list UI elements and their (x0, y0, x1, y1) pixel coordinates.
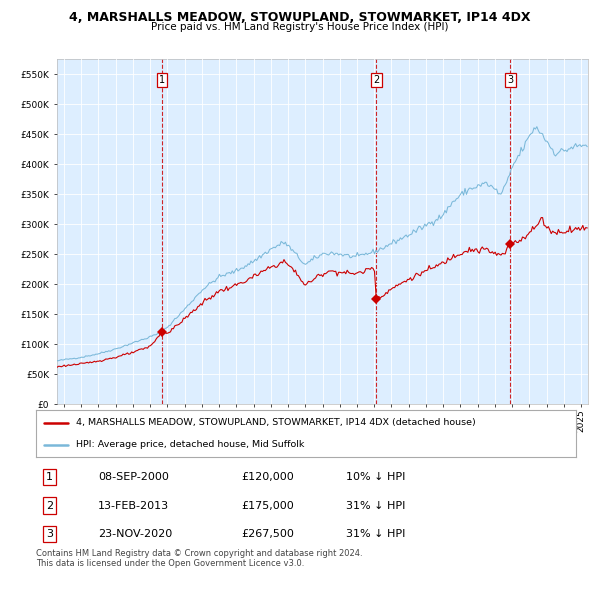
Text: Contains HM Land Registry data © Crown copyright and database right 2024.
This d: Contains HM Land Registry data © Crown c… (36, 549, 362, 568)
Text: 2: 2 (373, 75, 379, 85)
Text: 23-NOV-2020: 23-NOV-2020 (98, 529, 172, 539)
Text: £120,000: £120,000 (241, 473, 294, 482)
Text: 3: 3 (46, 529, 53, 539)
Text: 31% ↓ HPI: 31% ↓ HPI (347, 529, 406, 539)
Text: £175,000: £175,000 (241, 500, 294, 510)
Text: HPI: Average price, detached house, Mid Suffolk: HPI: Average price, detached house, Mid … (77, 440, 305, 449)
Text: 10% ↓ HPI: 10% ↓ HPI (347, 473, 406, 482)
Text: 4, MARSHALLS MEADOW, STOWUPLAND, STOWMARKET, IP14 4DX (detached house): 4, MARSHALLS MEADOW, STOWUPLAND, STOWMAR… (77, 418, 476, 427)
Text: 3: 3 (508, 75, 514, 85)
Text: £267,500: £267,500 (241, 529, 294, 539)
Text: 2: 2 (46, 500, 53, 510)
Text: 1: 1 (46, 473, 53, 482)
Text: 13-FEB-2013: 13-FEB-2013 (98, 500, 169, 510)
Text: 4, MARSHALLS MEADOW, STOWUPLAND, STOWMARKET, IP14 4DX: 4, MARSHALLS MEADOW, STOWUPLAND, STOWMAR… (69, 11, 531, 24)
Text: Price paid vs. HM Land Registry's House Price Index (HPI): Price paid vs. HM Land Registry's House … (151, 22, 449, 32)
Text: 08-SEP-2000: 08-SEP-2000 (98, 473, 169, 482)
Text: 31% ↓ HPI: 31% ↓ HPI (347, 500, 406, 510)
Text: 1: 1 (159, 75, 165, 85)
